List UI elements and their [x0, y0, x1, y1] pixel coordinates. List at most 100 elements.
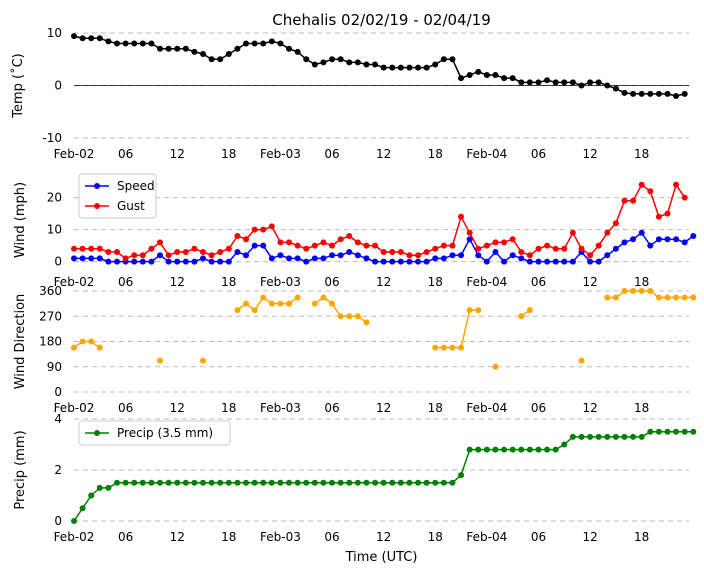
wind-data-point — [200, 255, 207, 262]
precip-data-point — [415, 479, 422, 486]
direction-data-point — [96, 344, 103, 351]
temp-data-point — [415, 64, 422, 71]
wind-data-point — [191, 258, 198, 265]
precip-data-point — [96, 484, 103, 491]
wind-data-point — [337, 252, 344, 259]
precip-data-point — [243, 479, 250, 486]
direction-data-point — [647, 288, 654, 294]
wind-data-point — [105, 258, 112, 265]
wind-data-point — [268, 255, 275, 262]
temp-data-point — [354, 59, 361, 66]
wind-data-point — [79, 255, 86, 262]
wind-data-point — [561, 258, 568, 265]
temp-data-point — [449, 56, 456, 63]
precip-data-point — [380, 479, 387, 486]
direction-y-tick-label: 180 — [39, 335, 62, 349]
wind-data-point — [122, 255, 129, 262]
wind-y-axis-label: Wind (mph) — [13, 182, 28, 258]
temp-y-tick-label: -10 — [42, 131, 62, 145]
direction-data-point — [329, 300, 336, 307]
precip-data-point — [71, 518, 77, 524]
temp-data-point — [638, 90, 645, 97]
temp-data-point — [423, 64, 430, 71]
wind-data-point — [182, 258, 189, 265]
direction-x-tick-label: 06 — [324, 401, 339, 415]
temp-data-point — [372, 61, 379, 68]
wind-data-point — [612, 245, 619, 252]
direction-data-point — [526, 307, 533, 314]
wind-x-tick-label: 18 — [428, 275, 443, 289]
precip-data-point — [157, 479, 164, 486]
precip-data-point — [604, 433, 611, 440]
temp-data-point — [148, 40, 155, 47]
direction-data-point — [604, 294, 611, 301]
wind-data-point — [475, 245, 482, 252]
wind-data-point — [595, 242, 602, 249]
wind-data-point — [655, 213, 662, 220]
wind-data-point — [71, 255, 77, 262]
temp-data-point — [363, 61, 370, 68]
precip-x-tick-label: 06 — [531, 530, 546, 544]
wind-data-point — [483, 242, 490, 249]
precip-data-point — [329, 479, 336, 486]
temp-data-point — [587, 79, 594, 86]
precip-data-point — [165, 479, 172, 486]
wind-data-point — [217, 249, 224, 255]
wind-data-point — [174, 249, 181, 255]
wind-data-point — [157, 252, 164, 259]
direction-data-point — [690, 294, 697, 301]
precip-data-point — [208, 479, 215, 486]
temp-data-point — [655, 90, 662, 97]
temp-data-point — [346, 59, 353, 66]
temp-data-point — [165, 45, 172, 52]
wind-data-point — [139, 252, 146, 259]
temp-data-point — [105, 38, 112, 45]
precip-data-point — [655, 428, 662, 435]
wind-data-point — [208, 252, 215, 259]
wind-data-point — [569, 229, 576, 236]
wind-data-point — [71, 245, 77, 252]
wind-data-point — [492, 239, 499, 246]
temp-data-point — [96, 35, 103, 42]
wind-data-point — [217, 258, 224, 265]
temp-data-point — [139, 40, 146, 47]
wind-data-point — [466, 229, 473, 236]
temp-data-point — [681, 90, 688, 97]
direction-data-point — [449, 344, 456, 351]
wind-data-point — [544, 242, 551, 249]
temp-data-point — [483, 72, 490, 78]
precip-data-point — [492, 446, 499, 453]
direction-data-point — [260, 294, 267, 301]
direction-data-point — [277, 300, 284, 307]
temp-data-point — [630, 90, 637, 97]
temp-data-point — [432, 61, 439, 68]
wind-data-point — [131, 258, 138, 265]
precip-x-tick-label: 12 — [582, 530, 597, 544]
temp-data-point — [501, 75, 508, 82]
wind-data-point — [440, 242, 447, 249]
direction-x-tick-label: 12 — [582, 401, 597, 415]
wind-data-point — [458, 213, 465, 220]
wind-data-point — [234, 233, 241, 239]
wind-data-point — [449, 252, 456, 259]
wind-data-point — [372, 258, 379, 265]
wind-data-point — [518, 249, 525, 255]
wind-data-point — [526, 258, 533, 265]
direction-x-tick-label: Feb-02 — [54, 401, 95, 415]
precip-data-point — [638, 433, 645, 440]
wind-data-point — [587, 252, 594, 259]
precip-data-point — [595, 433, 602, 440]
direction-data-point — [518, 313, 525, 320]
direction-data-point — [79, 338, 86, 345]
wind-series-1-line — [74, 183, 686, 260]
wind-data-point — [647, 188, 654, 195]
precip-data-point — [423, 479, 430, 486]
direction-x-tick-label: Feb-04 — [466, 401, 507, 415]
precip-data-point — [612, 433, 619, 440]
temp-data-point — [243, 40, 250, 47]
wind-data-point — [535, 258, 542, 265]
temp-x-tick-label: 06 — [118, 147, 133, 161]
wind-data-point — [483, 258, 490, 265]
precip-data-point — [397, 479, 404, 486]
wind-data-point — [329, 252, 336, 259]
